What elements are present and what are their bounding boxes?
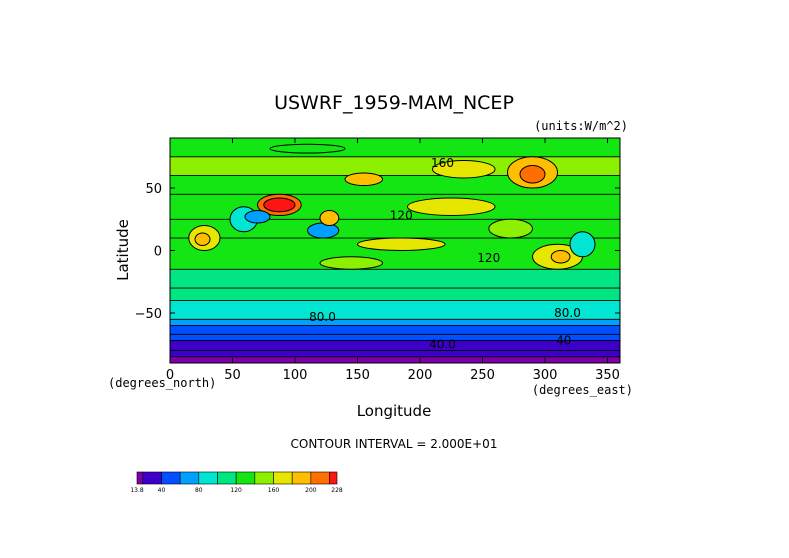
colorbar-label-6: 228 — [331, 487, 343, 494]
heatmap-band-3 — [170, 333, 620, 341]
heatmap-feature-1 — [263, 197, 296, 213]
heatmap-feature-16 — [488, 218, 533, 239]
y-tick-label-1: 0 — [154, 245, 162, 260]
contour-label-0: 160 — [431, 156, 454, 170]
y-tick-label-0: 50 — [145, 182, 162, 197]
x-tick-label-0: 0 — [166, 368, 174, 383]
colorbar-swatch-5 — [217, 471, 237, 485]
colorbar-swatch-11 — [329, 471, 338, 485]
y-unit-label: (degrees_north) — [108, 376, 216, 390]
units-label: (units:W/m^2) — [534, 119, 628, 133]
heatmap-feature-15 — [432, 160, 496, 179]
x-tick-label-6: 300 — [533, 368, 558, 383]
colorbar-label-5: 200 — [305, 487, 317, 494]
contour-label-4: 80.0 — [554, 306, 581, 320]
heatmap-feature-18 — [319, 256, 383, 270]
x-tick-label-5: 250 — [470, 368, 495, 383]
y-axis: 50 0 −50 — [135, 182, 620, 322]
colorbar-swatch-10 — [310, 471, 330, 485]
heatmap-band-6 — [170, 300, 620, 320]
x-axis: 0 50 100 150 200 250 300 350 — [166, 138, 620, 383]
colorbar-swatch-8 — [273, 471, 293, 485]
heatmap-field — [170, 138, 620, 363]
y-axis-title: Latitude — [114, 219, 132, 281]
colorbar-label-0: 13.8 — [130, 487, 144, 494]
colorbar-swatch-2 — [161, 471, 181, 485]
contour-label-3: 80.0 — [309, 310, 336, 324]
colorbar-label-3: 120 — [230, 487, 242, 494]
y-tick-label-2: −50 — [135, 307, 162, 322]
chart-title: USWRF_1959-MAM_NCEP — [274, 92, 514, 114]
heatmap-feature-3 — [519, 165, 546, 184]
x-unit-label: (degrees_east) — [532, 383, 633, 397]
colorbar-swatch-1 — [142, 471, 162, 485]
contour-label-6: 40 — [556, 334, 571, 348]
contour-interval-text: CONTOUR INTERVAL = 2.000E+01 — [291, 437, 498, 451]
heatmap-band-4 — [170, 325, 620, 335]
colorbar-label-4: 160 — [268, 487, 280, 494]
heatmap-feature-9 — [194, 232, 211, 246]
colorbar: 13.8 40 80 120 160 200 228 — [130, 471, 343, 494]
heatmap-feature-11 — [550, 250, 571, 264]
heatmap-band-5 — [170, 318, 620, 326]
contour-label-2: 120 — [477, 251, 500, 265]
colorbar-swatch-7 — [254, 471, 274, 485]
colorbar-label-2: 80 — [195, 487, 203, 494]
colorbar-swatch-4 — [198, 471, 218, 485]
colorbar-label-1: 40 — [158, 487, 166, 494]
heatmap-feature-12 — [319, 210, 340, 226]
colorbar-swatch-9 — [291, 471, 312, 485]
contour-label-1: 120 — [390, 209, 413, 223]
heatmap-band-2 — [170, 340, 620, 351]
heatmap-feature-5 — [307, 222, 340, 239]
heatmap-band-7 — [170, 287, 620, 301]
contour-label-5: 40.0 — [429, 337, 456, 351]
heatmap-feature-13 — [407, 197, 496, 216]
heatmap-feature-7 — [244, 210, 271, 224]
heatmap-feature-4 — [344, 172, 383, 186]
x-tick-label-4: 200 — [408, 368, 433, 383]
x-tick-label-7: 350 — [595, 368, 620, 383]
x-tick-label-1: 50 — [224, 368, 241, 383]
heatmap-band-1 — [170, 350, 620, 358]
x-tick-label-3: 150 — [345, 368, 370, 383]
colorbar-swatch-0 — [136, 471, 144, 485]
colorbar-swatch-3 — [179, 471, 200, 485]
heatmap-feature-19 — [269, 143, 346, 154]
x-tick-label-2: 100 — [283, 368, 308, 383]
heatmap-feature-17 — [569, 231, 596, 258]
heatmap-band-0 — [170, 356, 620, 363]
contour-labels: 160 120 120 80.0 80.0 40.0 40 — [309, 156, 581, 351]
heatmap-band-8 — [170, 268, 620, 289]
x-axis-title: Longitude — [357, 402, 432, 420]
heatmap-feature-14 — [357, 237, 446, 251]
heatmap-band-14 — [170, 138, 620, 158]
colorbar-swatch-6 — [235, 471, 256, 485]
